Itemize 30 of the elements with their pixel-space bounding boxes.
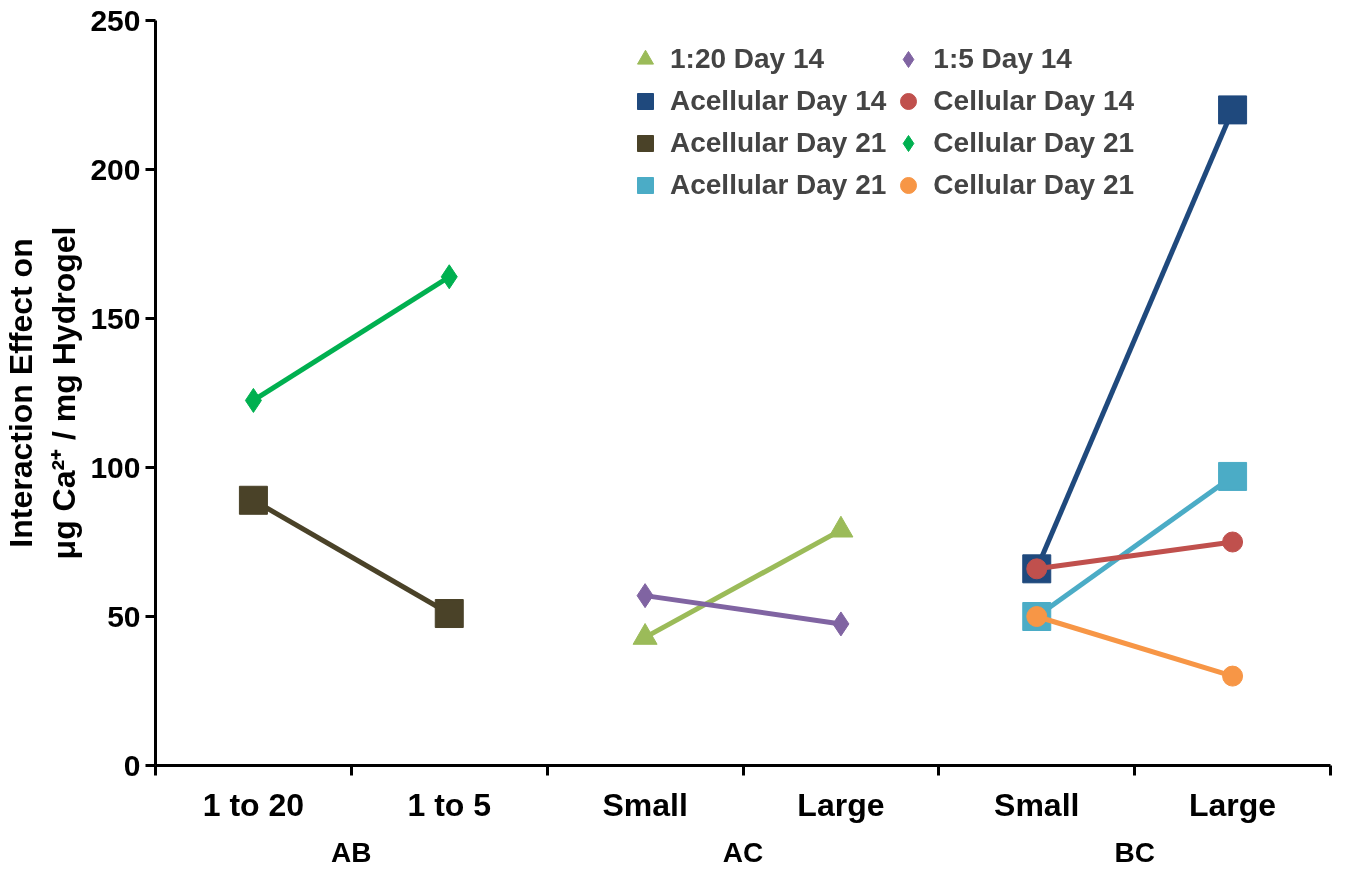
legend-label: 1:5 Day 14 [933, 43, 1072, 75]
legend-label: Acellular Day 21 [670, 127, 887, 159]
legend-label: 1:20 Day 14 [670, 43, 825, 75]
point [434, 599, 464, 629]
text: BC [1114, 836, 1155, 868]
point [1218, 461, 1248, 491]
text: AC [722, 836, 764, 868]
legend-label: Acellular Day 21 [670, 169, 887, 201]
x-tick-label: 1 to 20 [202, 786, 305, 823]
legend-label: Cellular Day 14 [933, 85, 1135, 117]
y-tick-label: 0 [123, 748, 141, 782]
legend-label: Cellular Day 21 [933, 127, 1135, 159]
y-axis-title: Interaction Effect on μg Ca²⁺ / mg Hydrogel [3, 226, 83, 560]
x-tick-label: Large [797, 786, 885, 823]
point [1222, 531, 1244, 553]
y-tick-label: 100 [90, 450, 141, 484]
x-tick-label: Small [602, 786, 688, 823]
legend-label: Cellular Day 21 [933, 169, 1135, 201]
text: AB [331, 836, 372, 868]
y-tick-label: 200 [90, 152, 141, 186]
point [1222, 665, 1244, 687]
y-tick-label: 250 [90, 3, 141, 37]
x-tick-label: Large [1189, 786, 1277, 823]
legend-label: Acellular Day 14 [670, 85, 887, 117]
y-tick-label: 50 [107, 599, 141, 633]
point [238, 485, 268, 515]
x-tick-label: 1 to 5 [407, 786, 492, 823]
x-tick-label: Small [994, 786, 1080, 823]
point [1218, 95, 1248, 125]
y-tick-label: 150 [90, 301, 141, 335]
